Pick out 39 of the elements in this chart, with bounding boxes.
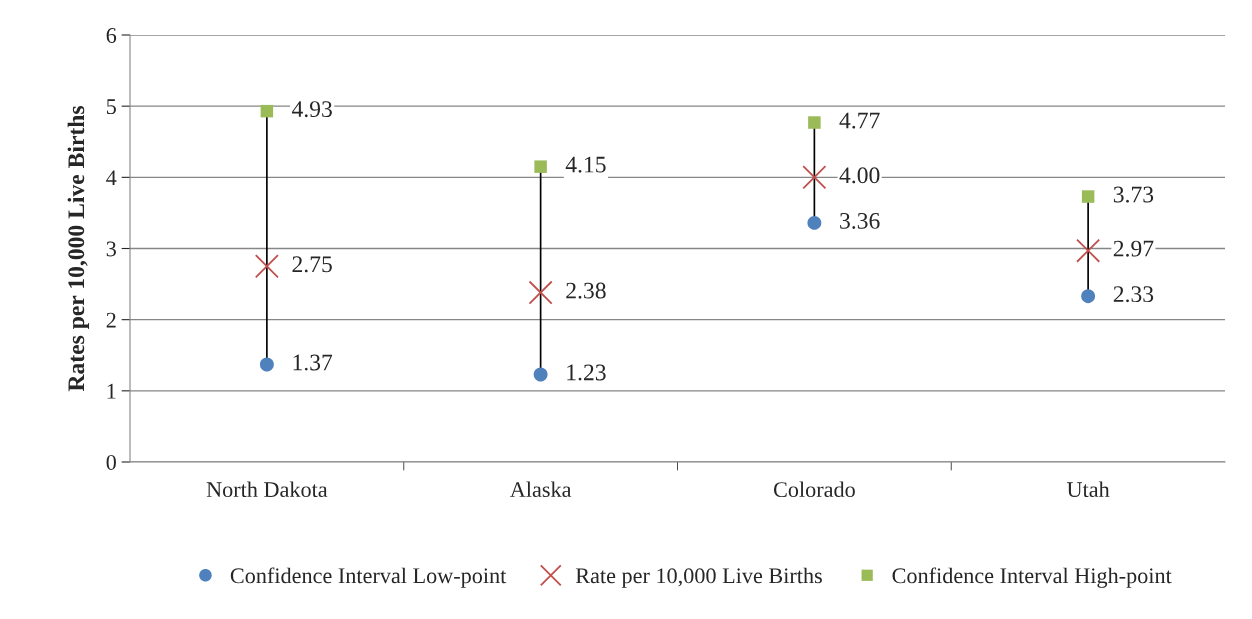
y-tick-label: 3 <box>106 241 116 257</box>
y-tick-label: 4 <box>106 170 117 186</box>
y-axis-title: Rates per 10,000 Live Births <box>67 106 90 392</box>
point <box>534 160 547 173</box>
data-label: 4.00 <box>839 167 880 184</box>
x-tick-label: Colorado <box>773 481 855 498</box>
y-tick-label: 5 <box>106 99 116 115</box>
legend-label: Rate per 10,000 Live Births <box>575 567 822 588</box>
point <box>808 116 821 129</box>
x-tick-label: Utah <box>1066 481 1110 498</box>
data-label: 4.93 <box>291 101 332 118</box>
data-label: 2.75 <box>292 256 332 273</box>
legend-label: Confidence Interval High-point <box>892 567 1172 588</box>
y-tick-label: 2 <box>106 312 116 328</box>
point <box>254 254 279 279</box>
data-label: 2.38 <box>566 282 606 299</box>
point <box>1076 238 1101 263</box>
point <box>528 280 553 305</box>
point <box>1081 190 1095 203</box>
data-label: 2.33 <box>1113 286 1154 303</box>
data-label: 3.36 <box>840 212 880 229</box>
point <box>533 367 548 382</box>
point <box>260 104 274 118</box>
data-label: 4.15 <box>565 156 606 173</box>
y-tick-label: 1 <box>107 383 116 399</box>
x-tick-label: Alaska <box>509 481 572 498</box>
data-label: 3.73 <box>1113 186 1154 203</box>
y-tick-label: 0 <box>106 454 116 470</box>
data-label: 1.23 <box>567 364 606 381</box>
point <box>807 215 822 230</box>
data-label: 1.37 <box>293 354 333 371</box>
data-label: 2.97 <box>1113 240 1154 257</box>
x-tick-label: North Dakota <box>206 481 328 498</box>
y-tick-label: 6 <box>106 27 117 43</box>
point <box>802 165 827 190</box>
point <box>1081 289 1096 304</box>
legend-label: Confidence Interval Low-point <box>230 567 507 588</box>
data-label: 4.77 <box>839 112 880 129</box>
point <box>259 357 274 372</box>
